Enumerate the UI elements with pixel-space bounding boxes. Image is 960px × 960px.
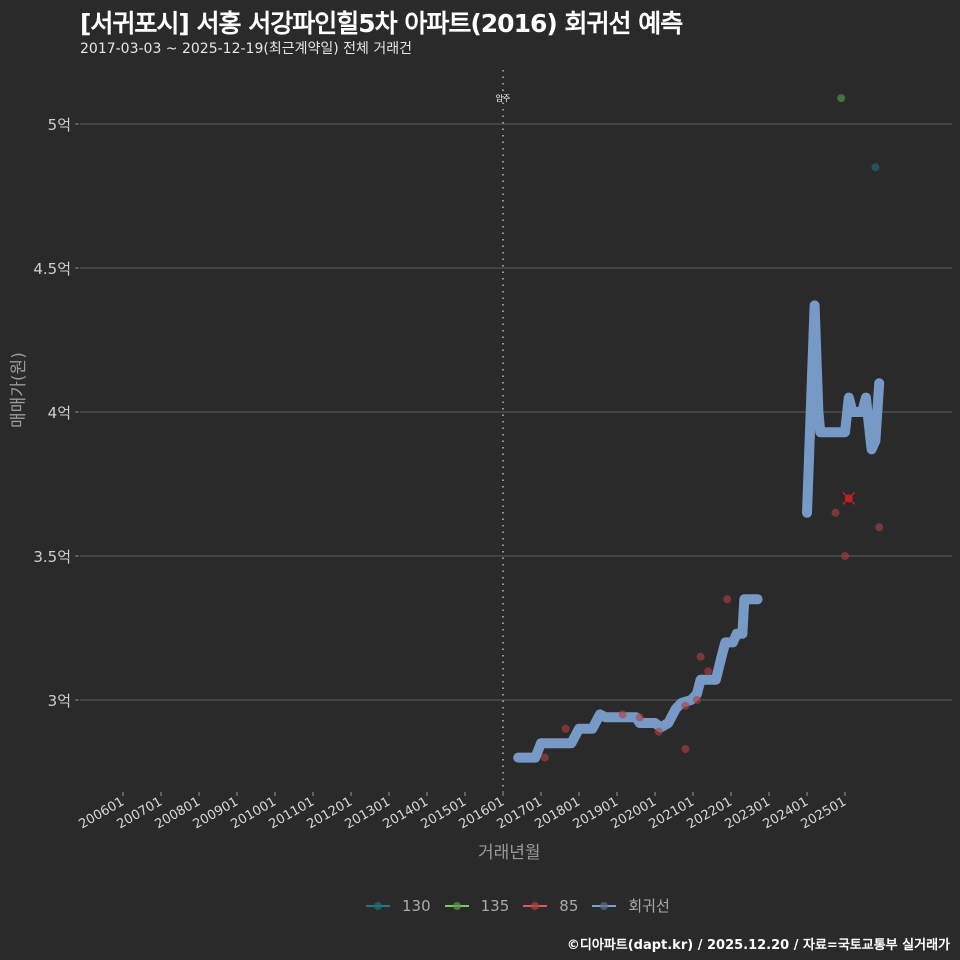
legend-label: 85 — [559, 896, 579, 915]
svg-text:3.5억: 3.5억 — [33, 548, 71, 566]
svg-text:4억: 4억 — [48, 404, 71, 422]
legend-key-icon — [592, 900, 617, 912]
svg-text:5억: 5억 — [48, 116, 71, 134]
legend-item-130[interactable]: 130 — [366, 897, 431, 915]
legend-item-85[interactable]: 85 — [523, 897, 578, 915]
legend-item-regression[interactable]: 회귀선 — [592, 895, 670, 916]
y-axis-label: 매매가(원) — [9, 352, 29, 428]
y-gridlines — [80, 123, 952, 701]
footer-credit: ©디아파트(dapt.kr) / 2025.12.20 / 자료=국토교통부 실… — [566, 938, 950, 953]
svg-text:4.5억: 4.5억 — [33, 260, 71, 278]
y-axis-ticks: 3억 3.5억 4억 4.5억 5억 — [33, 116, 79, 710]
legend: 130 135 85 회귀선 — [366, 895, 684, 916]
legend-label: 회귀선 — [628, 897, 670, 915]
legend-label: 135 — [480, 896, 510, 915]
legend-key-icon — [366, 900, 390, 912]
chart-title: [서귀포시] 서홍 서강파인힐5차 아파트(2016) 회귀선 예측 — [80, 9, 683, 38]
legend-key-icon — [523, 900, 548, 912]
svg-text:3억: 3억 — [48, 692, 71, 710]
legend-key-icon — [444, 900, 469, 912]
legend-item-135[interactable]: 135 — [444, 896, 510, 915]
svg-text:입주: 입주 — [496, 94, 511, 103]
legend-label: 130 — [402, 896, 431, 915]
move-in-line: 입주 — [496, 70, 511, 792]
regression-line — [513, 300, 885, 763]
x-axis-ticks: 2006012007012008012009012010012011012012… — [77, 792, 849, 832]
scatter-points — [540, 94, 884, 762]
x-axis-label: 거래년월 — [478, 843, 541, 863]
chart-subtitle: 2017-03-03 ~ 2025-12-19(최근계약일) 전체 거래건 — [80, 41, 412, 57]
